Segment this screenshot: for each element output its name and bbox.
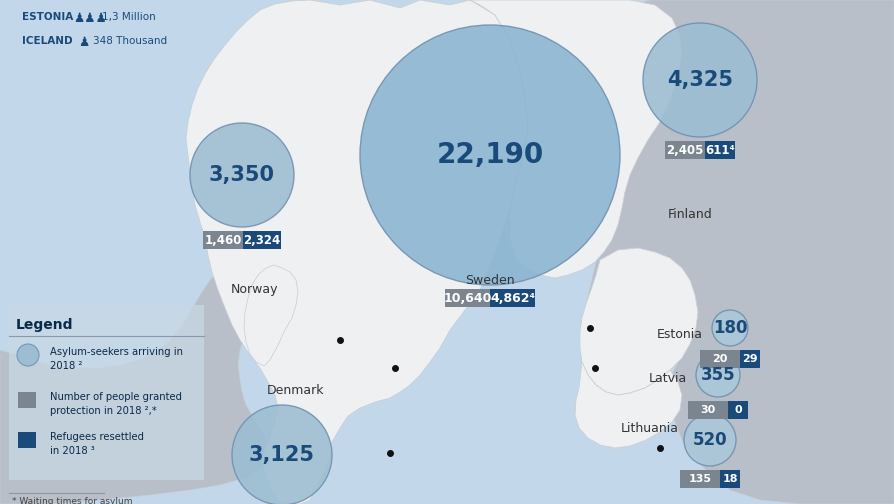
Text: Lithuania: Lithuania [621,421,679,434]
Circle shape [696,353,740,397]
Text: ESTONIA: ESTONIA [22,12,73,22]
Circle shape [684,414,736,466]
Text: 520: 520 [693,431,728,449]
Text: 348 Thousand: 348 Thousand [93,36,167,46]
Polygon shape [586,0,894,504]
Text: ICELAND: ICELAND [22,36,72,46]
Text: 180: 180 [713,319,747,337]
Bar [720,470,740,488]
Text: Refugees resettled: Refugees resettled [50,432,144,442]
Text: 0: 0 [734,405,742,415]
Polygon shape [575,362,682,448]
Text: Finland: Finland [668,209,713,221]
Text: 10,640: 10,640 [443,291,492,304]
Text: protection in 2018 ²,*: protection in 2018 ²,* [50,406,156,416]
Text: ♟♟♟: ♟♟♟ [73,12,106,25]
Text: 29: 29 [742,354,758,364]
Bar [203,231,243,249]
Text: 2,405: 2,405 [666,144,704,157]
Bar [665,141,705,159]
Circle shape [360,25,620,285]
Circle shape [17,344,39,366]
Circle shape [712,310,748,346]
Circle shape [232,405,332,504]
Text: Latvia: Latvia [649,371,687,385]
Text: Asylum-seekers arriving in: Asylum-seekers arriving in [50,347,183,357]
Bar [243,231,281,249]
Text: Legend: Legend [16,318,73,332]
Text: 2,324: 2,324 [243,233,281,246]
Text: 4,862⁴: 4,862⁴ [490,291,535,304]
Text: 2018 ²: 2018 ² [50,361,82,371]
Text: * Waiting times for asylum: * Waiting times for asylum [12,497,132,504]
Text: 20: 20 [713,354,728,364]
Text: 18: 18 [722,474,738,484]
Text: 355: 355 [701,366,735,384]
Polygon shape [0,265,268,504]
Text: ♟: ♟ [78,36,89,49]
Bar [9,305,204,480]
Text: Estonia: Estonia [657,329,703,342]
Bar [728,401,748,419]
Bar [705,141,735,159]
Bar [18,432,36,448]
Text: 3,350: 3,350 [209,165,275,185]
Polygon shape [186,0,528,504]
Text: 4,325: 4,325 [667,70,733,90]
Circle shape [190,123,294,227]
Text: Sweden: Sweden [465,274,515,286]
Bar [445,289,490,307]
Text: 135: 135 [688,474,712,484]
Text: Denmark: Denmark [266,384,324,397]
Bar [740,350,760,368]
Polygon shape [244,265,298,366]
Text: Number of people granted: Number of people granted [50,392,182,402]
Polygon shape [580,248,698,395]
Text: 1,3 Million: 1,3 Million [102,12,156,22]
Polygon shape [470,0,682,278]
Text: 30: 30 [700,405,715,415]
Text: 611⁴: 611⁴ [705,144,735,157]
Circle shape [643,23,757,137]
Text: 22,190: 22,190 [436,141,544,169]
Text: 1,460: 1,460 [205,233,242,246]
Text: in 2018 ³: in 2018 ³ [50,446,95,456]
Text: Norway: Norway [232,283,279,296]
Text: 3,125: 3,125 [249,445,315,465]
Bar [490,289,535,307]
Bar [18,392,36,408]
Bar [680,470,720,488]
Bar [700,350,740,368]
Bar [688,401,728,419]
